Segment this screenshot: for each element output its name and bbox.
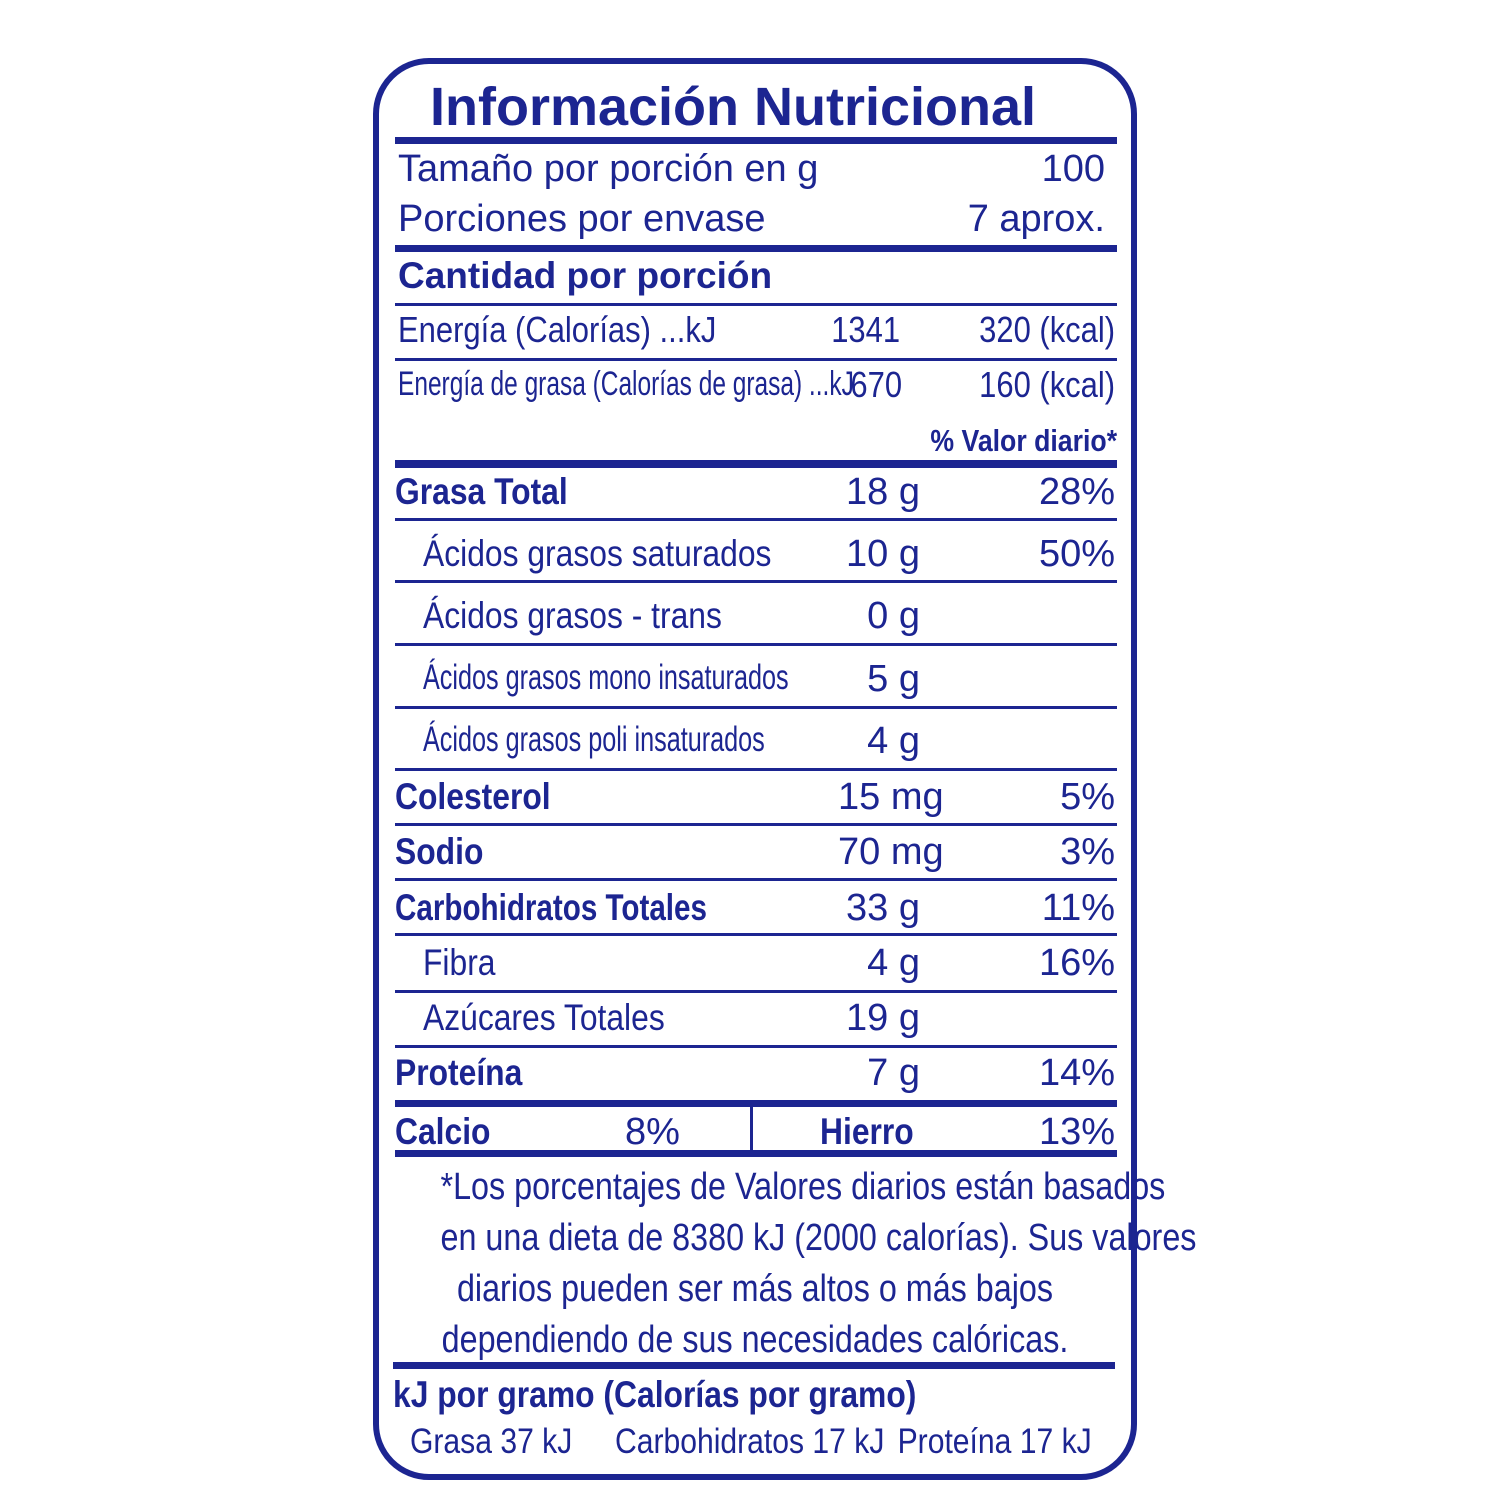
- divider: [395, 245, 1117, 252]
- nutrient-daily-value: 11%: [1041, 887, 1115, 929]
- divider: [395, 1150, 1117, 1157]
- nutrient-daily-value: 3%: [1060, 831, 1115, 873]
- nutrient-amount: 10 g: [846, 533, 920, 575]
- nutrient-daily-value: 16%: [1038, 942, 1115, 984]
- daily-value-header: % Valor diario*: [930, 423, 1117, 458]
- nutrient-label: Ácidos grasos - trans: [423, 595, 722, 636]
- nutrient-amount: 15 mg: [838, 776, 944, 818]
- nutrient-label: Ácidos grasos poli insaturados: [423, 720, 765, 759]
- nutrient-daily-value: 50%: [1038, 533, 1115, 575]
- divider: [395, 460, 1117, 468]
- divider: [395, 878, 1117, 881]
- nutrient-label: Colesterol: [395, 776, 551, 817]
- divider: [395, 518, 1117, 521]
- fat-energy-label: Energía de grasa (Calorías de grasa) ...…: [398, 365, 854, 403]
- fat-energy-kj: 670: [850, 364, 902, 405]
- iron-label: Hierro: [820, 1111, 914, 1152]
- divider: [395, 137, 1117, 144]
- divider: [395, 768, 1117, 771]
- divider: [395, 823, 1117, 826]
- nutrient-amount: 18 g: [846, 471, 920, 513]
- footnote: *Los porcentajes de Valores diarios está…: [385, 1162, 1197, 1366]
- per-gram-fat: Grasa 37 kJ: [410, 1422, 573, 1461]
- footnote-line: *Los porcentajes de Valores diarios está…: [440, 1166, 1166, 1208]
- calcium-dv: 8%: [625, 1111, 680, 1153]
- divider: [395, 1100, 1117, 1107]
- nutrient-amount: 19 g: [846, 997, 920, 1039]
- calcium-label: Calcio: [395, 1111, 491, 1152]
- divider: [395, 1045, 1117, 1048]
- divider: [395, 933, 1117, 936]
- energy-label: Energía (Calorías) ...kJ: [398, 309, 717, 350]
- nutrient-amount: 4 g: [867, 720, 920, 762]
- nutrient-label: Sodio: [395, 831, 484, 872]
- nutrient-amount: 7 g: [867, 1052, 920, 1094]
- nutrient-label: Fibra: [423, 942, 496, 983]
- divider: [393, 1362, 1115, 1369]
- servings-value: 7 aprox.: [967, 198, 1105, 240]
- nutrient-amount: 0 g: [867, 595, 920, 637]
- nutrient-amount: 70 mg: [838, 831, 944, 873]
- nutrient-daily-value: 14%: [1038, 1052, 1115, 1094]
- divider: [395, 580, 1117, 583]
- iron-dv: 13%: [1038, 1111, 1115, 1153]
- amount-header: Cantidad por porción: [398, 255, 773, 296]
- nutrient-label: Azúcares Totales: [423, 997, 665, 1038]
- mineral-divider: [750, 1104, 753, 1152]
- per-gram-protein: Proteína 17 kJ: [897, 1422, 1092, 1461]
- nutrient-label: Grasa Total: [395, 471, 568, 512]
- label-border: [373, 58, 1137, 1480]
- footnote-line: diarios pueden ser más altos o más bajos: [456, 1268, 1054, 1310]
- fat-energy-kcal: 160 (kcal): [979, 364, 1115, 405]
- nutrient-label: Proteína: [395, 1052, 523, 1093]
- footnote-line: en una dieta de 8380 kJ (2000 calorías).…: [440, 1217, 1197, 1259]
- serving-size-value: 100: [1041, 148, 1105, 190]
- serving-size-label: Tamaño por porción en g: [398, 148, 819, 190]
- nutrient-label: Ácidos grasos mono insaturados: [423, 658, 789, 697]
- nutrient-amount: 33 g: [846, 887, 920, 929]
- nutrient-label: Carbohidratos Totales: [395, 887, 707, 928]
- divider: [395, 706, 1117, 709]
- footnote-line: dependiendo de sus necesidades calóricas…: [441, 1319, 1069, 1361]
- divider: [395, 303, 1117, 306]
- energy-kj: 1341: [831, 309, 900, 350]
- nutrient-amount: 5 g: [867, 658, 920, 700]
- per-gram-carbs: Carbohidratos 17 kJ: [615, 1422, 885, 1461]
- energy-kcal: 320 (kcal): [979, 309, 1115, 350]
- nutrient-daily-value: 28%: [1038, 471, 1115, 513]
- label-title: Información Nutricional: [430, 77, 1037, 137]
- nutrient-daily-value: 5%: [1060, 776, 1115, 818]
- per-gram-header: kJ por gramo (Calorías por gramo): [393, 1374, 917, 1415]
- divider: [395, 358, 1117, 361]
- divider: [395, 643, 1117, 646]
- nutrient-amount: 4 g: [867, 942, 920, 984]
- nutrient-label: Ácidos grasos saturados: [423, 533, 772, 574]
- servings-label: Porciones por envase: [398, 198, 766, 240]
- divider: [395, 990, 1117, 993]
